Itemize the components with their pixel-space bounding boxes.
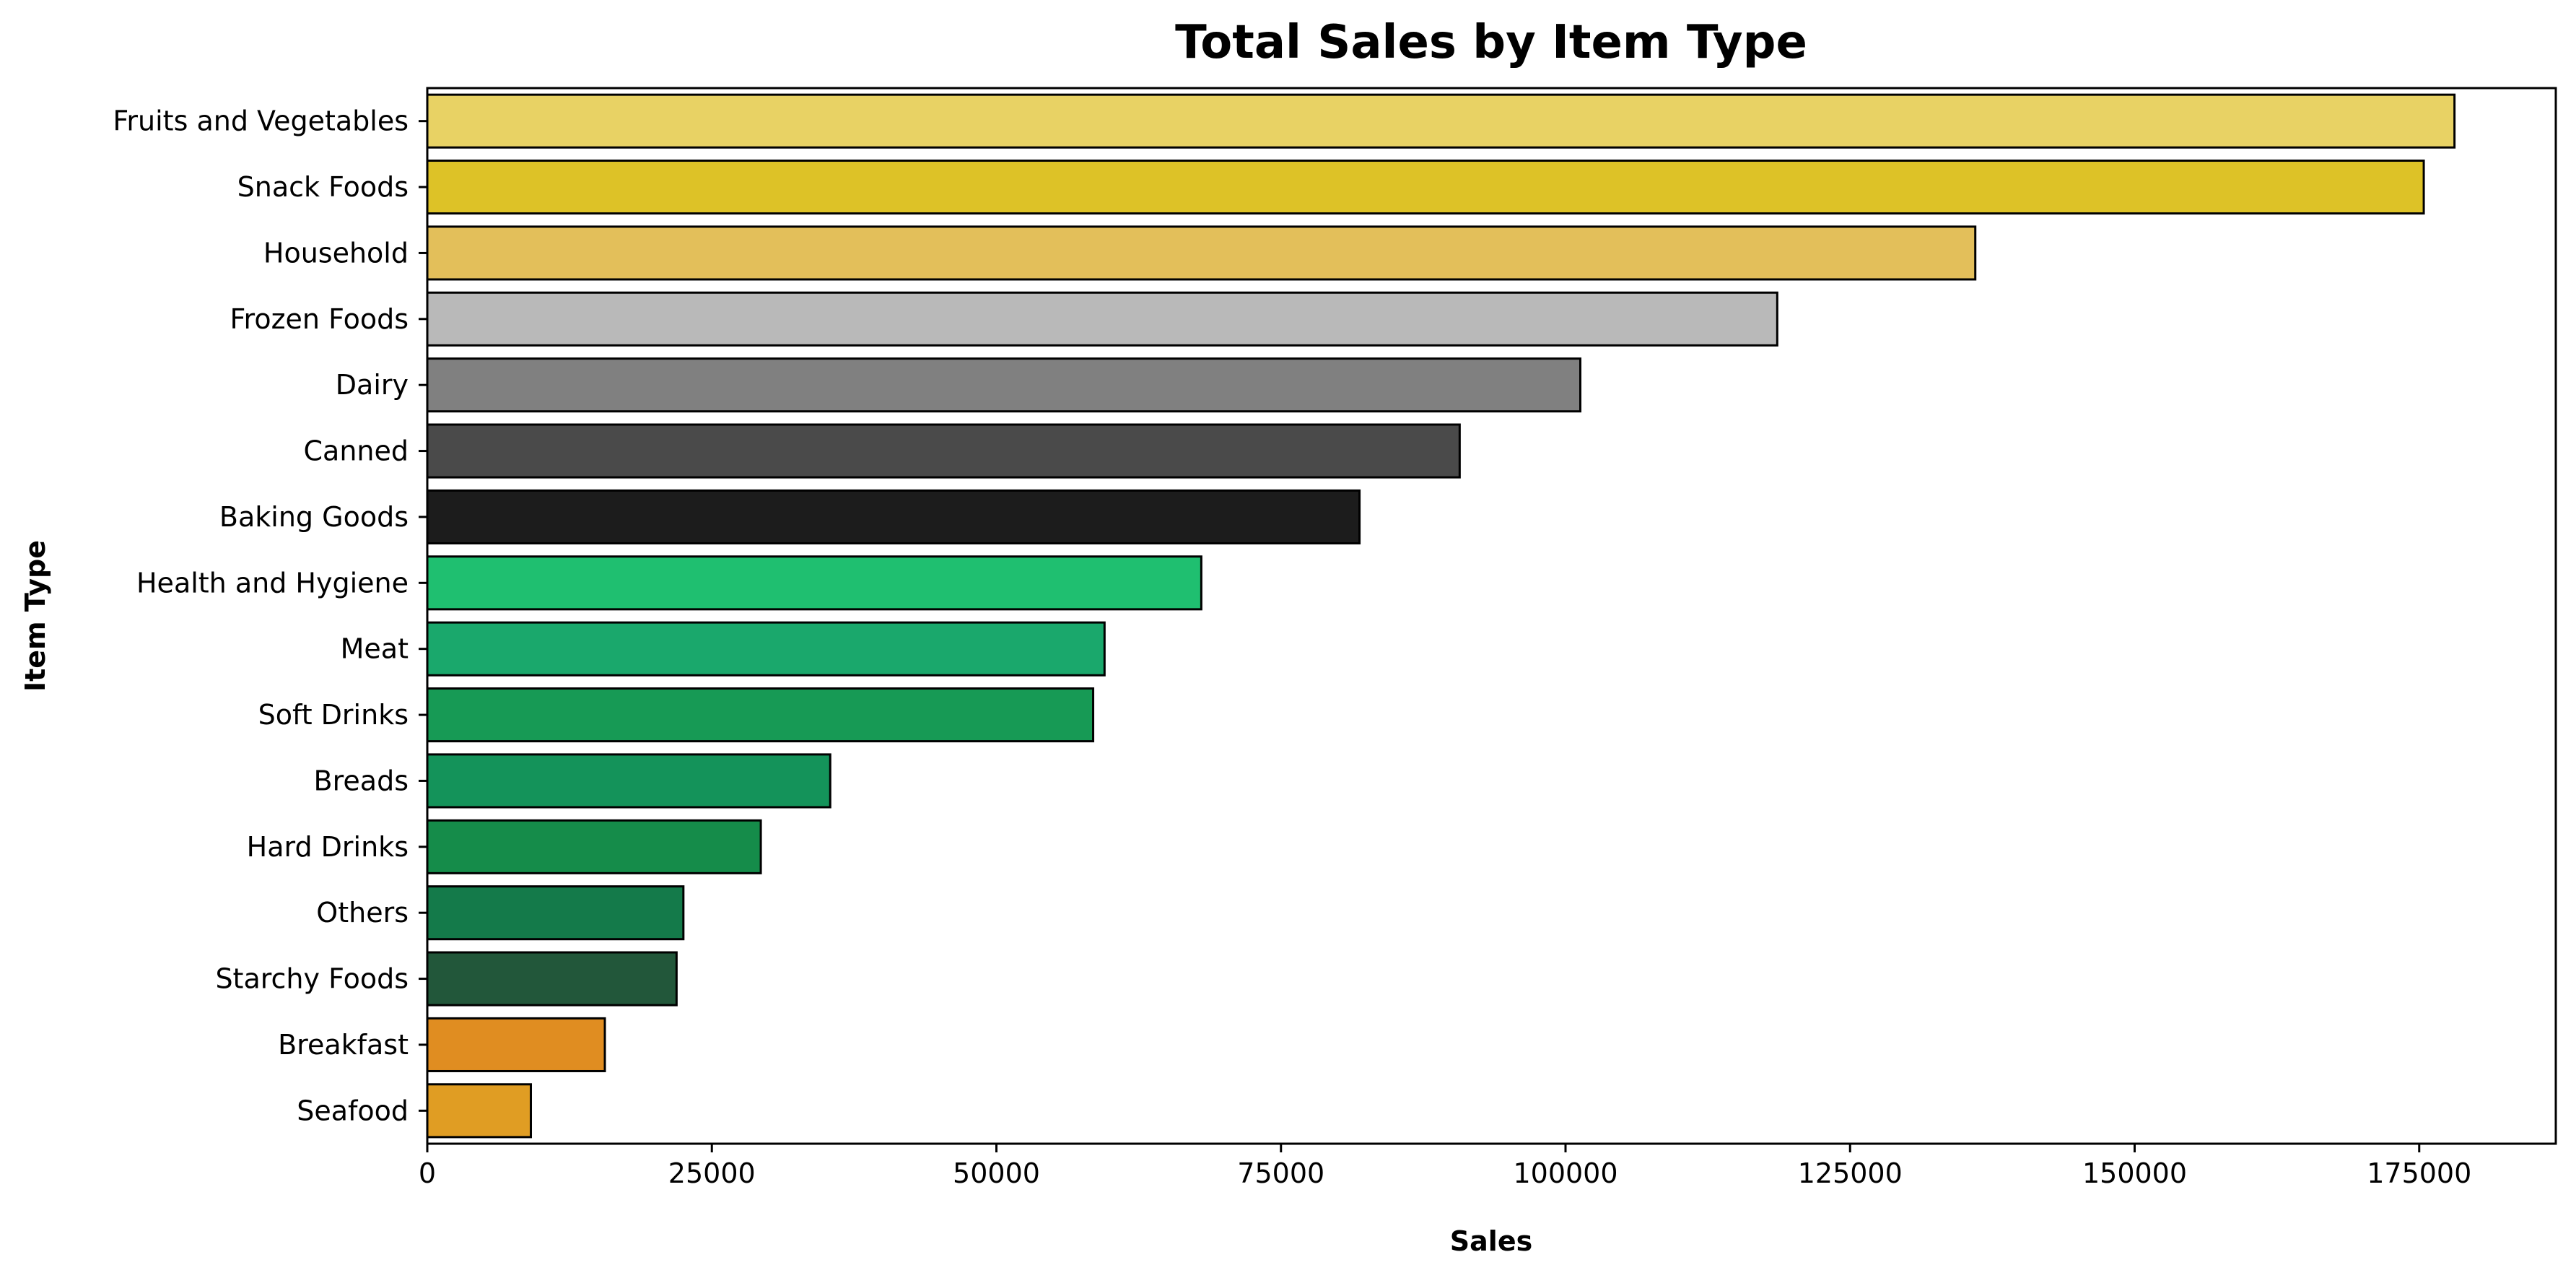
bar-health-and-hygiene bbox=[426, 555, 1202, 611]
bar-meat bbox=[426, 621, 1106, 677]
bar-hard-drinks bbox=[426, 819, 762, 874]
bars-layer bbox=[426, 93, 2456, 1139]
y-tick-label: Health and Hygiene bbox=[136, 567, 409, 599]
y-tick-label: Dairy bbox=[336, 369, 409, 401]
y-tick-label: Baking Goods bbox=[219, 501, 409, 533]
bar-breads bbox=[426, 753, 831, 809]
y-tick-label: Meat bbox=[341, 633, 409, 665]
x-tick-label: 150000 bbox=[2082, 1157, 2187, 1189]
bar-dairy bbox=[426, 357, 1582, 413]
y-tick-label: Breads bbox=[314, 765, 409, 796]
x-tick-label: 175000 bbox=[2367, 1157, 2471, 1189]
y-tick-label: Starchy Foods bbox=[215, 963, 409, 995]
x-tick-label: 100000 bbox=[1513, 1157, 1617, 1189]
y-axis-label: Item Type bbox=[19, 540, 51, 692]
plot-frame bbox=[426, 87, 2557, 1145]
bar-snack-foods bbox=[426, 160, 2425, 215]
y-tick-label: Canned bbox=[304, 435, 409, 467]
ticks-layer: Fruits and Vegetables Snack Foods Househol… bbox=[113, 105, 2471, 1189]
x-tick-label: 25000 bbox=[668, 1157, 756, 1189]
x-tick-label: 125000 bbox=[1798, 1157, 1903, 1189]
y-tick-label: Soft Drinks bbox=[258, 699, 409, 731]
x-tick-label: 50000 bbox=[953, 1157, 1040, 1189]
bar-canned bbox=[426, 423, 1461, 479]
y-tick-label: Breakfast bbox=[278, 1029, 409, 1061]
bar-household bbox=[426, 225, 1977, 281]
x-axis-label: Sales bbox=[1450, 1225, 1532, 1257]
chart-title: Total Sales by Item Type bbox=[1175, 16, 1807, 69]
bar-breakfast bbox=[426, 1017, 606, 1072]
y-tick-label: Household bbox=[263, 237, 409, 269]
bar-others bbox=[426, 885, 685, 941]
bar-baking-goods bbox=[426, 489, 1361, 544]
bar-seafood bbox=[426, 1083, 533, 1139]
bar-frozen-foods bbox=[426, 291, 1778, 347]
y-tick-label: Fruits and Vegetables bbox=[113, 105, 409, 137]
y-tick-label: Snack Foods bbox=[237, 171, 409, 203]
y-tick-label: Hard Drinks bbox=[247, 831, 409, 863]
x-tick-label: 0 bbox=[419, 1157, 436, 1189]
bar-fruits-and-vegetables bbox=[426, 93, 2456, 149]
y-tick-label: Seafood bbox=[297, 1095, 409, 1126]
bar-starchy-foods bbox=[426, 951, 678, 1007]
x-tick-label: 75000 bbox=[1237, 1157, 1324, 1189]
bar-soft-drinks bbox=[426, 687, 1095, 743]
y-tick-label: Frozen Foods bbox=[230, 303, 409, 335]
y-tick-label: Others bbox=[316, 897, 409, 929]
